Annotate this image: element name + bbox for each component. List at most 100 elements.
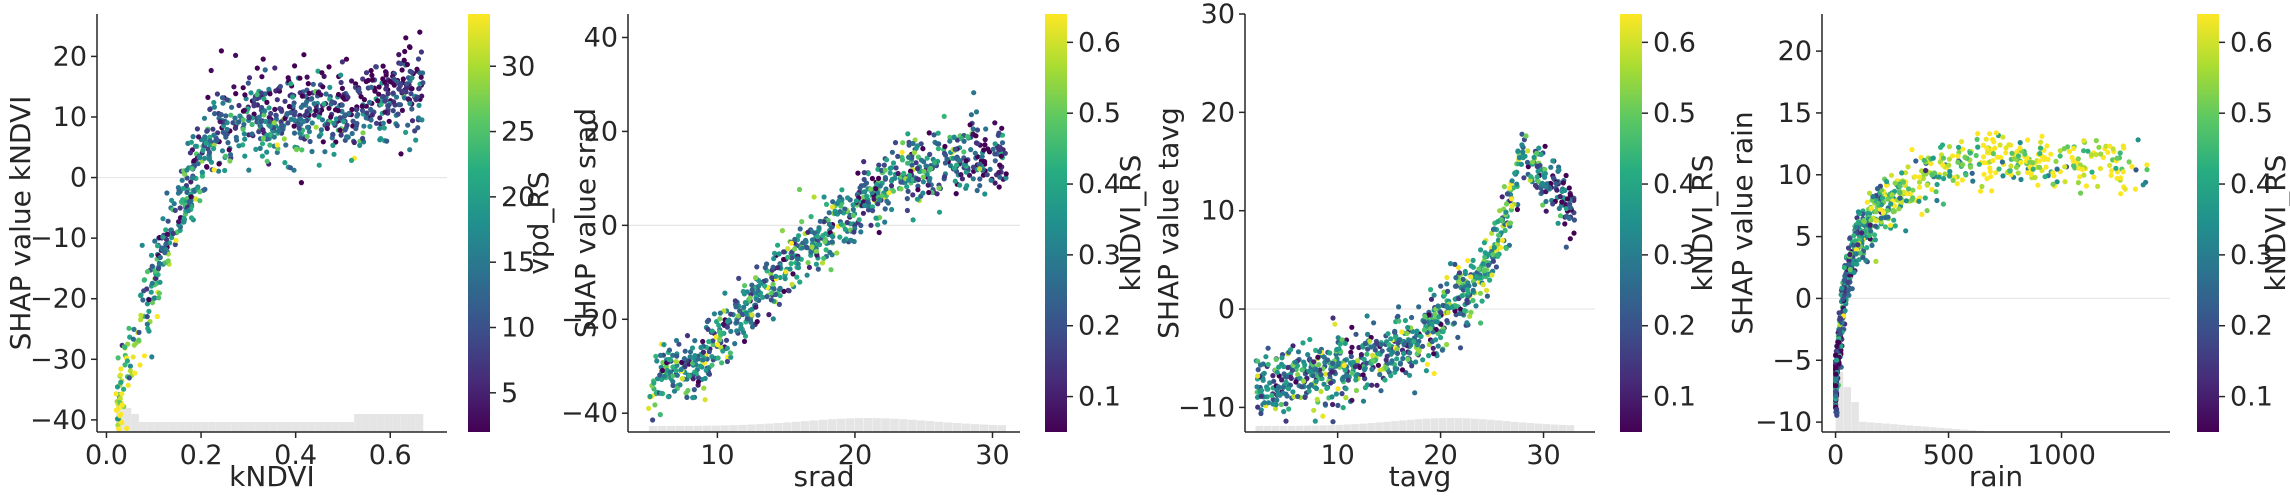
scatter-point: [1955, 153, 1961, 159]
scatter-points: [1833, 130, 2150, 418]
scatter-point: [1292, 359, 1298, 365]
scatter-point: [1283, 379, 1289, 385]
scatter-point: [651, 380, 657, 386]
scatter-point: [1299, 384, 1305, 390]
y-tick-label: −40: [30, 405, 87, 436]
scatter-point: [1847, 251, 1853, 258]
x-tick-label: 20: [1423, 440, 1457, 471]
scatter-point: [349, 130, 355, 137]
scatter-point: [277, 83, 283, 90]
scatter-point: [754, 264, 760, 270]
scatter-point: [292, 109, 298, 115]
scatter-point: [728, 354, 734, 360]
scatter-point: [368, 84, 374, 90]
histogram-bar: [684, 425, 694, 432]
scatter-point: [131, 342, 137, 348]
scatter-point: [1345, 377, 1351, 383]
scatter-point: [1984, 176, 1990, 182]
scatter-point: [1531, 154, 1537, 160]
histogram-bar: [791, 421, 801, 432]
y-tick-label: 40: [584, 22, 618, 53]
scatter-point: [695, 356, 701, 362]
scatter-point: [1905, 164, 1911, 170]
scatter-point: [823, 247, 829, 253]
histogram-bar: [666, 425, 676, 432]
scatter-point: [737, 308, 743, 314]
scatter-point: [870, 208, 876, 214]
scatter-point: [951, 134, 957, 140]
scatter-point: [321, 73, 327, 79]
scatter-point: [892, 140, 899, 146]
scatter-point: [219, 148, 226, 154]
scatter-point: [764, 261, 770, 267]
scatter-point: [719, 360, 725, 366]
scatter-point: [377, 137, 383, 143]
scatter-point: [373, 64, 379, 70]
histogram-bar: [261, 422, 270, 432]
histogram-bar: [162, 422, 170, 432]
scatter-point: [113, 407, 119, 413]
y-tick-label: 0: [601, 210, 618, 241]
scatter-point: [1274, 397, 1280, 403]
scatter-point: [258, 119, 264, 125]
scatter-point: [1427, 326, 1433, 332]
scatter-point: [260, 135, 266, 142]
scatter-point: [1871, 232, 1878, 238]
scatter-point: [1360, 372, 1366, 378]
scatter-point: [1370, 352, 1376, 358]
scatter-point: [956, 157, 962, 164]
scatter-point: [216, 168, 222, 174]
scatter-point: [964, 134, 971, 140]
scatter-point: [1868, 217, 1874, 223]
scatter-point: [749, 287, 755, 293]
scatter-point: [1289, 367, 1295, 373]
scatter-point: [684, 333, 691, 339]
scatter-point: [1350, 359, 1356, 365]
scatter-point: [127, 363, 133, 369]
scatter-point: [1990, 158, 1996, 164]
scatter-point: [306, 129, 312, 135]
histogram-bar: [1359, 423, 1367, 432]
scatter-point: [1374, 382, 1380, 388]
scatter-point: [1291, 394, 1297, 400]
scatter-point: [1456, 279, 1462, 285]
scatter-point: [1559, 199, 1565, 205]
scatter-point: [1845, 279, 1851, 286]
histogram-bar: [346, 422, 355, 432]
scatter-point: [1892, 180, 1898, 186]
scatter-point: [2018, 159, 2024, 166]
scatter-point: [390, 90, 396, 96]
scatter-point: [1987, 131, 1993, 137]
scatter-point: [1254, 384, 1260, 390]
scatter-point: [770, 285, 776, 291]
scatter-point: [1431, 351, 1437, 357]
scatter-point: [1947, 172, 1953, 179]
scatter-point: [330, 131, 336, 137]
scatter-point: [180, 185, 186, 192]
scatter-point: [1348, 349, 1354, 355]
scatter-point: [968, 112, 975, 118]
scatter-point: [2062, 164, 2068, 170]
scatter-point: [2109, 168, 2115, 174]
scatter-point: [914, 196, 921, 202]
scatter-point: [1349, 344, 1355, 350]
scatter-point: [1928, 161, 1934, 167]
scatter-point: [726, 317, 732, 323]
scatter-point: [298, 104, 304, 110]
scatter-point: [970, 176, 976, 182]
scatter-point: [1464, 320, 1470, 326]
x-tick-label: 1000: [2027, 440, 2096, 471]
scatter-point: [293, 146, 300, 152]
scatter-point: [1916, 198, 1922, 204]
scatter-point: [2078, 190, 2084, 196]
scatter-point: [281, 136, 287, 142]
scatter-point: [1281, 363, 1287, 370]
y-axis-label: SHAP value kNDVI: [4, 96, 37, 351]
scatter-point: [768, 297, 774, 303]
scatter-point: [1873, 218, 1879, 224]
scatter-point: [770, 281, 776, 287]
scatter-point: [748, 319, 754, 325]
scatter-point: [1970, 178, 1976, 184]
